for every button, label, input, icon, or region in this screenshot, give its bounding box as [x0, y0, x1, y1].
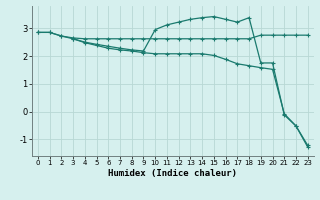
X-axis label: Humidex (Indice chaleur): Humidex (Indice chaleur) — [108, 169, 237, 178]
